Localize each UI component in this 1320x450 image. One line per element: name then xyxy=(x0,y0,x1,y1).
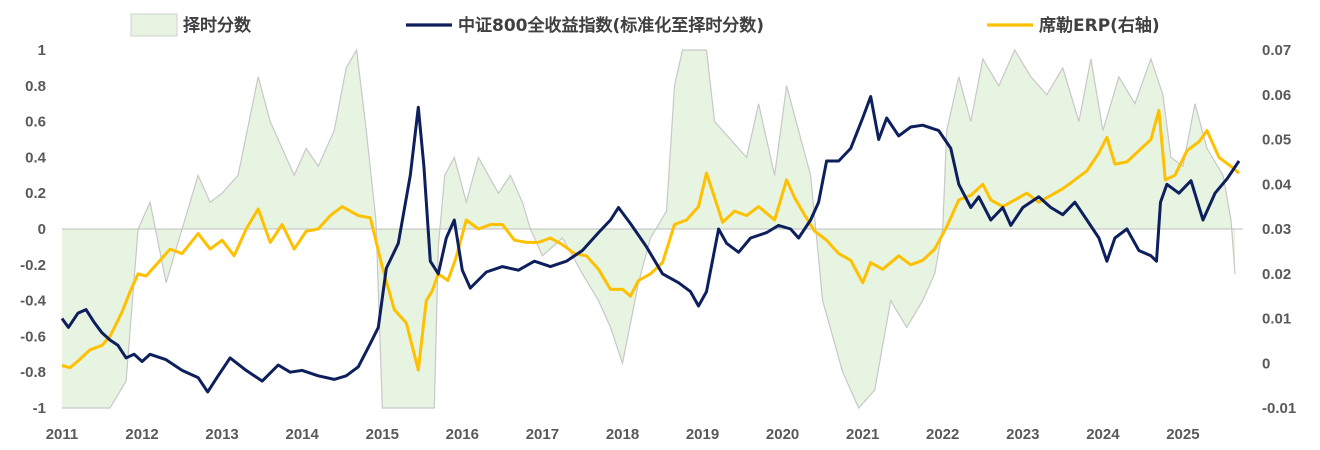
x-tick-label: 2013 xyxy=(205,426,238,443)
x-tick-label: 2020 xyxy=(766,426,799,443)
left-tick-label: 1 xyxy=(38,42,46,59)
left-tick-label: 0.6 xyxy=(25,114,46,131)
left-tick-label: -0.8 xyxy=(20,364,46,381)
x-tick-label: 2011 xyxy=(46,426,79,443)
legend-item-erp[interactable]: 席勒ERP(右轴) xyxy=(987,15,1160,36)
x-tick-label: 2014 xyxy=(286,426,320,443)
right-tick-label: 0.06 xyxy=(1262,87,1291,104)
legend-item-timing[interactable]: 择时分数 xyxy=(130,13,252,37)
x-tick-label: 2022 xyxy=(926,426,959,443)
left-tick-label: -0.2 xyxy=(20,257,46,274)
timing-score-outline xyxy=(62,48,1236,410)
erp-line xyxy=(61,108,1240,372)
right-tick-label: 0.04 xyxy=(1262,176,1292,193)
left-tick-label: 0.2 xyxy=(25,185,46,202)
x-axis: 2011 2012 2013 2014 2015 2016 2017 2018 2019 2020… xyxy=(46,426,1200,443)
left-tick-label: 0.8 xyxy=(25,78,46,95)
plot-area xyxy=(60,48,1243,410)
right-tick-label: 0.02 xyxy=(1262,266,1291,283)
x-tick-label: 2018 xyxy=(606,426,639,443)
x-tick-label: 2023 xyxy=(1006,426,1039,443)
right-tick-label: 0.05 xyxy=(1262,132,1291,149)
right-tick-label: 0.03 xyxy=(1262,221,1291,238)
x-tick-label: 2021 xyxy=(846,426,879,443)
legend-item-index[interactable]: 中证800全收益指数(标准化至择时分数) xyxy=(406,15,764,36)
left-tick-label: 0 xyxy=(38,221,46,238)
x-tick-label: 2024 xyxy=(1086,426,1120,443)
legend-label-timing: 择时分数 xyxy=(183,15,252,36)
left-axis: 1 0.8 0.6 0.4 0.2 0 -0.2 -0.4 -0.6 -0.8 -1 xyxy=(20,42,47,417)
x-tick-label: 2017 xyxy=(526,426,559,443)
right-tick-label: 0 xyxy=(1262,355,1270,372)
x-tick-label: 2019 xyxy=(686,426,719,443)
right-tick-label: 0.01 xyxy=(1262,311,1291,328)
left-tick-label: -1 xyxy=(33,400,46,417)
legend-label-erp: 席勒ERP(右轴) xyxy=(1039,15,1160,36)
left-tick-label: 0.4 xyxy=(25,149,47,166)
legend: 择时分数 中证800全收益指数(标准化至择时分数) 席勒ERP(右轴) xyxy=(130,13,1160,37)
index-line xyxy=(60,95,1241,394)
right-tick-label: -0.01 xyxy=(1262,400,1296,417)
left-tick-label: -0.6 xyxy=(20,328,46,345)
right-axis: 0.07 0.06 0.05 0.04 0.03 0.02 0.01 0 -0.01 xyxy=(1262,42,1296,417)
legend-swatch-timing xyxy=(130,13,178,37)
x-tick-label: 2012 xyxy=(125,426,158,443)
x-tick-label: 2025 xyxy=(1166,426,1199,443)
left-tick-label: -0.4 xyxy=(20,293,47,310)
legend-label-index: 中证800全收益指数(标准化至择时分数) xyxy=(458,15,764,36)
right-tick-label: 0.07 xyxy=(1262,42,1291,59)
x-tick-label: 2015 xyxy=(366,426,399,443)
x-tick-label: 2016 xyxy=(446,426,479,443)
